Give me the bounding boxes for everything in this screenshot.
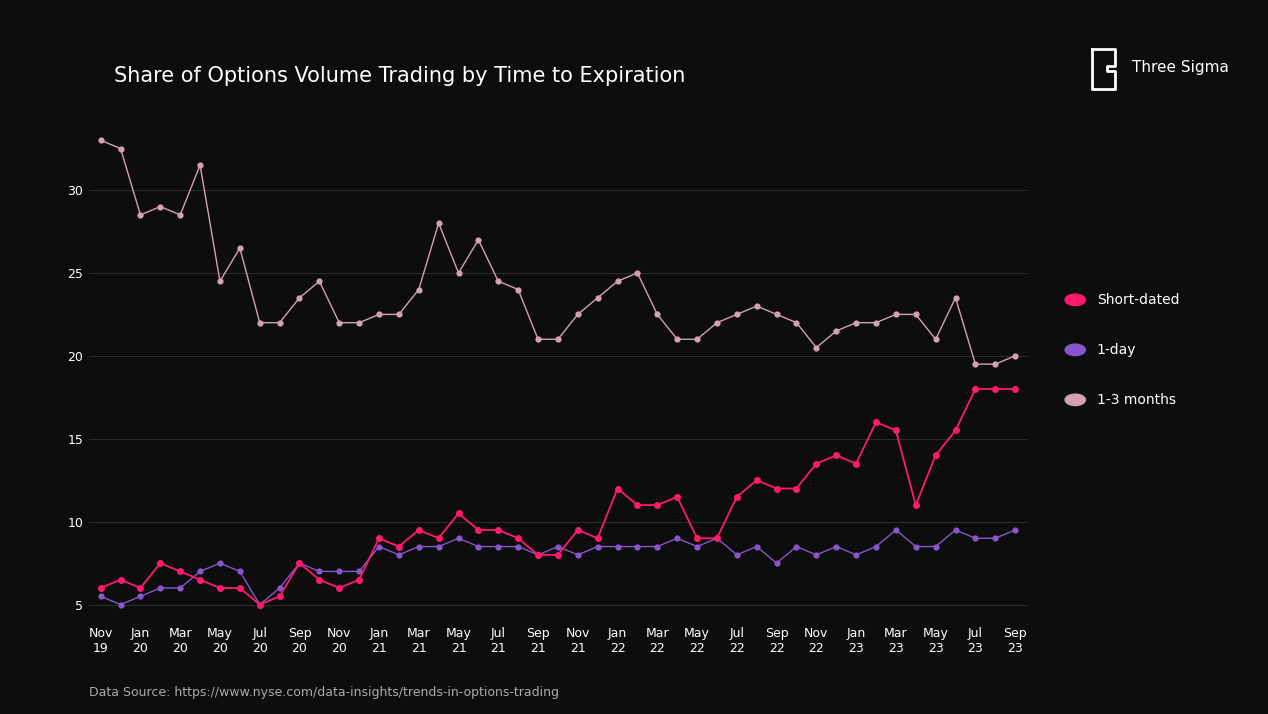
Text: Three Sigma: Three Sigma xyxy=(1132,60,1229,76)
Text: Short-dated: Short-dated xyxy=(1097,293,1179,307)
Text: 1-day: 1-day xyxy=(1097,343,1136,357)
Text: Data Source: https://www.nyse.com/data-insights/trends-in-options-trading: Data Source: https://www.nyse.com/data-i… xyxy=(89,686,559,699)
Text: 1-3 months: 1-3 months xyxy=(1097,393,1175,407)
Text: Share of Options Volume Trading by Time to Expiration: Share of Options Volume Trading by Time … xyxy=(114,66,686,86)
